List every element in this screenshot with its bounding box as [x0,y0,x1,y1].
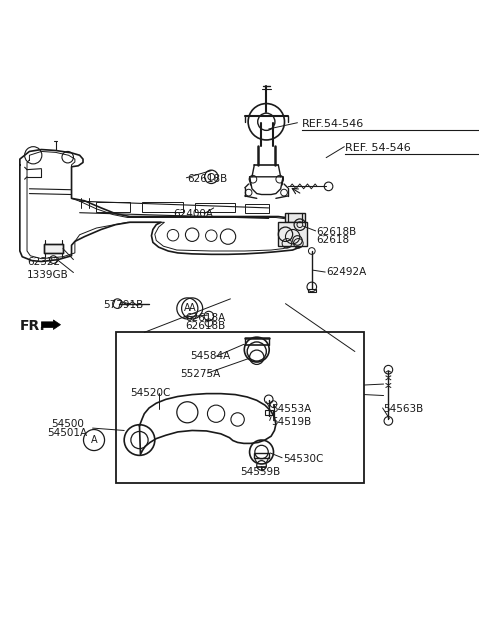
Text: 54559B: 54559B [240,467,280,477]
Text: 54584A: 54584A [190,351,230,361]
Text: 57791B: 57791B [104,300,144,310]
Text: 54501A: 54501A [48,428,88,438]
Polygon shape [41,320,60,329]
Text: 62322: 62322 [27,256,60,266]
Text: 54553A: 54553A [271,404,312,414]
Polygon shape [286,212,305,222]
Text: FR.: FR. [20,319,46,333]
Text: A: A [184,303,191,314]
Text: 62618: 62618 [317,235,350,244]
Text: 62618B: 62618B [185,321,225,331]
Text: 54563B: 54563B [384,404,424,414]
Text: 62400A: 62400A [173,209,213,219]
Text: 54500: 54500 [51,419,84,429]
Text: 54520C: 54520C [130,388,170,398]
Text: 62618A: 62618A [185,313,225,323]
Text: 54519B: 54519B [271,417,312,427]
Text: 62618B: 62618B [187,174,228,184]
Text: 55275A: 55275A [180,370,220,380]
Text: A: A [189,303,195,314]
Text: REF.54-546: REF.54-546 [302,119,364,129]
Text: 62618B: 62618B [317,227,357,237]
Text: REF. 54-546: REF. 54-546 [345,143,411,153]
Text: 54530C: 54530C [283,453,324,464]
Polygon shape [278,222,307,246]
Polygon shape [44,244,63,253]
Text: 62492A: 62492A [326,267,366,277]
Text: A: A [91,435,97,445]
Text: 1339GB: 1339GB [27,270,69,280]
